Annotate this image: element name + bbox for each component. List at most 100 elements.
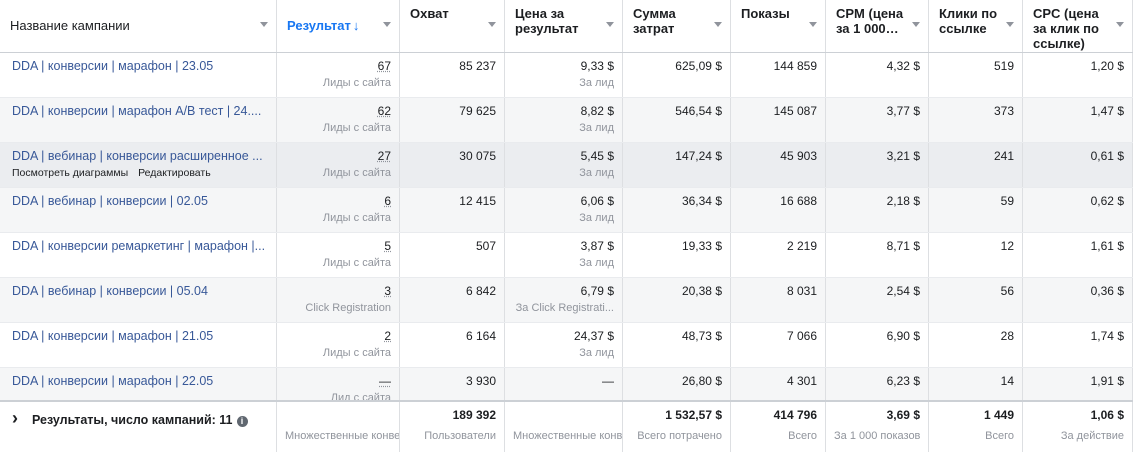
metric-value: 6 164	[465, 329, 496, 343]
metric-cell: 546,54 $	[623, 98, 731, 142]
metric-cell: 5 Лиды с сайта	[277, 233, 400, 277]
metric-value: 6,79 $	[580, 284, 614, 298]
metric-cell: 144 859	[731, 53, 826, 97]
metric-cell: 3,21 $	[826, 143, 929, 187]
table-body: DDA | конверсии | марафон | 23.05 67 Лиды …	[0, 53, 1133, 400]
metric-value: 8,71 $	[886, 239, 920, 253]
column-title: CPC (цена за клик по ссылке)	[1033, 6, 1099, 51]
metric-value: 24,37 $	[573, 329, 614, 343]
campaign-link[interactable]: DDA | конверсии | марафон | 22.05	[12, 374, 214, 388]
summary-subtitle: Всего	[788, 430, 817, 442]
column-header[interactable]: CPC (цена за клик по ссылке)	[1023, 0, 1133, 52]
column-menu[interactable]	[260, 22, 268, 27]
metric-value: 14	[1000, 374, 1014, 388]
metric-value: 1,74 $	[1090, 329, 1124, 343]
summary-value: 414 796	[773, 408, 817, 422]
metric-value: 1,91 $	[1090, 374, 1124, 388]
metric-value: 16 688	[780, 194, 817, 208]
column-menu[interactable]	[714, 22, 722, 27]
metric-cell: 2 Лиды с сайта	[277, 323, 400, 367]
metric-cell: 1,74 $	[1023, 323, 1133, 367]
metric-value: 28	[1000, 329, 1014, 343]
metric-subtitle: За лид	[579, 77, 614, 89]
campaign-link[interactable]: DDA | конверсии ремаркетинг | марафон |.…	[12, 239, 266, 253]
metric-cell: 3 Click Registration	[277, 278, 400, 322]
row-action[interactable]: Редактировать	[138, 167, 211, 179]
metric-cell: 36,34 $	[623, 188, 731, 232]
summary-cell: 189 392 Пользователи	[400, 402, 505, 452]
metric-cell: 4,32 $	[826, 53, 929, 97]
metric-cell: 6 164	[400, 323, 505, 367]
metric-value: 45 903	[780, 149, 817, 163]
metric-cell: 373	[929, 98, 1023, 142]
column-menu[interactable]	[912, 22, 920, 27]
metric-value: 79 625	[459, 104, 496, 118]
metric-value: 5,45 $	[580, 149, 614, 163]
column-title: Сумма затрат	[633, 6, 676, 36]
metric-cell: 145 087	[731, 98, 826, 142]
column-header[interactable]: Результат ↓	[277, 0, 400, 52]
column-header[interactable]: CPM (цена за 1 000…	[826, 0, 929, 52]
column-header[interactable]: Цена за результат	[505, 0, 623, 52]
metric-value: 6 842	[465, 284, 496, 298]
column-title: Клики по ссылке	[939, 6, 998, 36]
metric-subtitle: Лиды с сайта	[322, 167, 391, 179]
summary-cell: Множественные конв	[505, 402, 623, 452]
summary-subtitle: За действие	[1060, 430, 1124, 442]
metric-value: 147,24 $	[675, 149, 722, 163]
campaign-link[interactable]: DDA | вебинар | конверсии расширенное ..…	[12, 149, 263, 163]
metric-cell: 20,38 $	[623, 278, 731, 322]
metric-subtitle: За лид	[579, 167, 614, 179]
column-menu[interactable]	[488, 22, 496, 27]
metric-cell: 6,23 $	[826, 368, 929, 400]
column-title: Цена за результат	[515, 6, 579, 36]
column-header[interactable]: Показы	[731, 0, 826, 52]
column-header[interactable]: Название кампании	[0, 0, 277, 52]
summary-cell: 414 796 Всего	[731, 402, 826, 452]
column-header[interactable]: Клики по ссылке	[929, 0, 1023, 52]
expand-chevron[interactable]: ›	[12, 408, 18, 428]
metric-cell: 26,80 $	[623, 368, 731, 400]
table-footer: › Результаты, число кампаний: 11 i Множеств…	[0, 400, 1133, 452]
metric-value: 6,06 $	[580, 194, 614, 208]
metric-value: 6	[384, 194, 391, 208]
metric-subtitle: За лид	[579, 122, 614, 134]
campaign-name-cell: DDA | конверсии | марафон A/B тест | 24.…	[0, 98, 277, 142]
metric-cell: 5,45 $ За лид	[505, 143, 623, 187]
metric-cell: 2,54 $	[826, 278, 929, 322]
table-header: Название кампании Результат ↓ Охват Цена за …	[0, 0, 1133, 53]
summary-subtitle: Пользователи	[424, 430, 496, 442]
column-header[interactable]: Сумма затрат	[623, 0, 731, 52]
summary-cell: 1 532,57 $ Всего потрачено	[623, 402, 731, 452]
column-menu[interactable]	[383, 22, 391, 27]
column-menu[interactable]	[606, 22, 614, 27]
metric-value: 2,54 $	[886, 284, 920, 298]
summary-value: 3,69 $	[886, 408, 920, 422]
metric-cell: 67 Лиды с сайта	[277, 53, 400, 97]
campaign-row: DDA | вебинар | конверсии | 05.04 3 Click …	[0, 278, 1133, 323]
campaign-link[interactable]: DDA | вебинар | конверсии | 02.05	[12, 194, 208, 208]
column-header[interactable]: Охват	[400, 0, 505, 52]
campaign-link[interactable]: DDA | вебинар | конверсии | 05.04	[12, 284, 208, 298]
column-menu[interactable]	[1006, 22, 1014, 27]
column-menu[interactable]	[809, 22, 817, 27]
column-menu[interactable]	[1116, 22, 1124, 27]
campaign-link[interactable]: DDA | конверсии | марафон A/B тест | 24.…	[12, 104, 262, 118]
summary-subtitle: Всего	[985, 430, 1014, 442]
campaign-name-cell: DDA | конверсии ремаркетинг | марафон |.…	[0, 233, 277, 277]
row-action[interactable]: Посмотреть диаграммы	[12, 167, 129, 179]
summary-cell: Множественные конве	[277, 402, 400, 452]
metric-cell: —	[505, 368, 623, 400]
campaign-link[interactable]: DDA | конверсии | марафон | 21.05	[12, 329, 214, 343]
campaign-link[interactable]: DDA | конверсии | марафон | 23.05	[12, 59, 214, 73]
metric-cell: 507	[400, 233, 505, 277]
summary-subtitle: Множественные конв	[513, 430, 623, 442]
metric-cell: 8,71 $	[826, 233, 929, 277]
column-title: Показы	[741, 6, 790, 21]
info-icon[interactable]: i	[236, 416, 248, 427]
metric-value: 3,21 $	[886, 149, 920, 163]
metric-value: 5	[384, 239, 391, 253]
metric-cell: 6,06 $ За лид	[505, 188, 623, 232]
metric-cell: 45 903	[731, 143, 826, 187]
